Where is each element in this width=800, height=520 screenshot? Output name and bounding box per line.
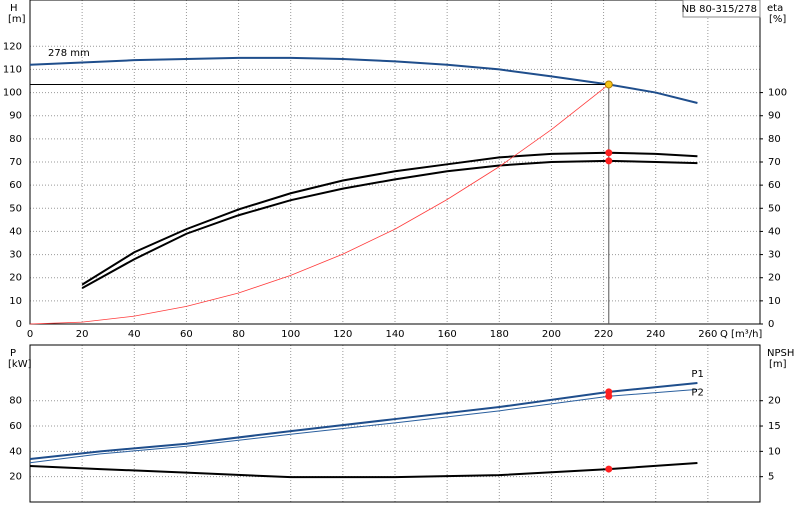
x-tick-label: 80 — [232, 329, 245, 340]
series-line — [29, 462, 698, 479]
operating-point — [605, 465, 613, 473]
y-tick-label: 20 — [9, 472, 22, 483]
x-tick-label: 140 — [385, 329, 404, 340]
y2-tick-label: 90 — [768, 111, 781, 122]
y-tick-label: 50 — [9, 203, 22, 214]
x-tick-label: 120 — [333, 329, 352, 340]
title-box — [682, 0, 761, 18]
y-tick-label: 10 — [9, 296, 22, 307]
series-line — [29, 84, 610, 325]
y2-tick-label: 10 — [768, 296, 781, 307]
y-axis-label: H — [10, 3, 18, 14]
operating-point — [605, 157, 613, 165]
y-tick-label: 120 — [3, 41, 22, 52]
y2-tick-label: 70 — [768, 157, 781, 168]
y2-tick-label: 30 — [768, 250, 781, 261]
y-axis-unit: [m] — [8, 14, 26, 25]
y2-tick-label: 60 — [768, 180, 781, 191]
y2-tick-label: 20 — [768, 273, 781, 284]
operating-point — [605, 392, 613, 400]
series-line — [29, 56, 698, 104]
y-tick-label: 100 — [3, 88, 22, 99]
y-tick-label: 40 — [9, 226, 22, 237]
x-tick-label: 100 — [281, 329, 300, 340]
series-label: 278 mm — [48, 48, 90, 59]
x-tick-label: 180 — [490, 329, 509, 340]
y-tick-label: 60 — [9, 421, 22, 432]
y2-tick-label: 15 — [768, 421, 781, 432]
y2-axis-label: eta — [767, 3, 783, 14]
y2-tick-label: 50 — [768, 203, 781, 214]
y2-tick-label: 20 — [768, 396, 781, 407]
y2-axis-unit: [m] — [769, 359, 787, 370]
x-tick-label: 0 — [27, 329, 33, 340]
y2-tick-label: 10 — [768, 446, 781, 457]
plot-frame — [29, 0, 761, 325]
y-tick-label: 40 — [9, 446, 22, 457]
plot-frame — [29, 344, 761, 503]
y2-tick-label: 100 — [768, 88, 787, 99]
series-line — [81, 151, 698, 286]
x-tick-label: 20 — [76, 329, 89, 340]
series-line — [81, 159, 698, 290]
x-tick-label: 40 — [128, 329, 141, 340]
series-label: P2 — [691, 387, 703, 398]
y-tick-label: 0 — [16, 319, 22, 330]
y2-tick-label: 80 — [768, 134, 781, 145]
y2-axis-unit: [%] — [769, 14, 786, 25]
y2-tick-label: 5 — [768, 472, 774, 483]
y-tick-label: 60 — [9, 180, 22, 191]
y2-tick-label: 0 — [768, 319, 774, 330]
y2-axis-label: NPSH — [767, 348, 794, 359]
x-axis-label: Q [m³/h] — [720, 329, 762, 340]
x-tick-label: 260 — [698, 329, 717, 340]
y-tick-label: 70 — [9, 157, 22, 168]
y-tick-label: 80 — [9, 396, 22, 407]
x-tick-label: 200 — [542, 329, 561, 340]
operating-point — [605, 149, 613, 157]
series-line — [29, 381, 698, 460]
series-label: P1 — [691, 369, 703, 380]
y-tick-label: 30 — [9, 250, 22, 261]
x-tick-label: 240 — [646, 329, 665, 340]
y-tick-label: 80 — [9, 134, 22, 145]
x-tick-label: 160 — [438, 329, 457, 340]
y-tick-label: 20 — [9, 273, 22, 284]
y2-tick-label: 40 — [768, 226, 781, 237]
y-tick-label: 90 — [9, 111, 22, 122]
x-tick-label: 220 — [594, 329, 613, 340]
y-axis-label: P — [10, 348, 16, 359]
chart-title: NB 80-315/278 — [682, 4, 757, 15]
x-tick-label: 60 — [180, 329, 193, 340]
y-tick-label: 110 — [3, 64, 22, 75]
series-line — [29, 388, 698, 464]
operating-point — [604, 80, 613, 89]
y-axis-unit: [kW] — [8, 359, 32, 370]
